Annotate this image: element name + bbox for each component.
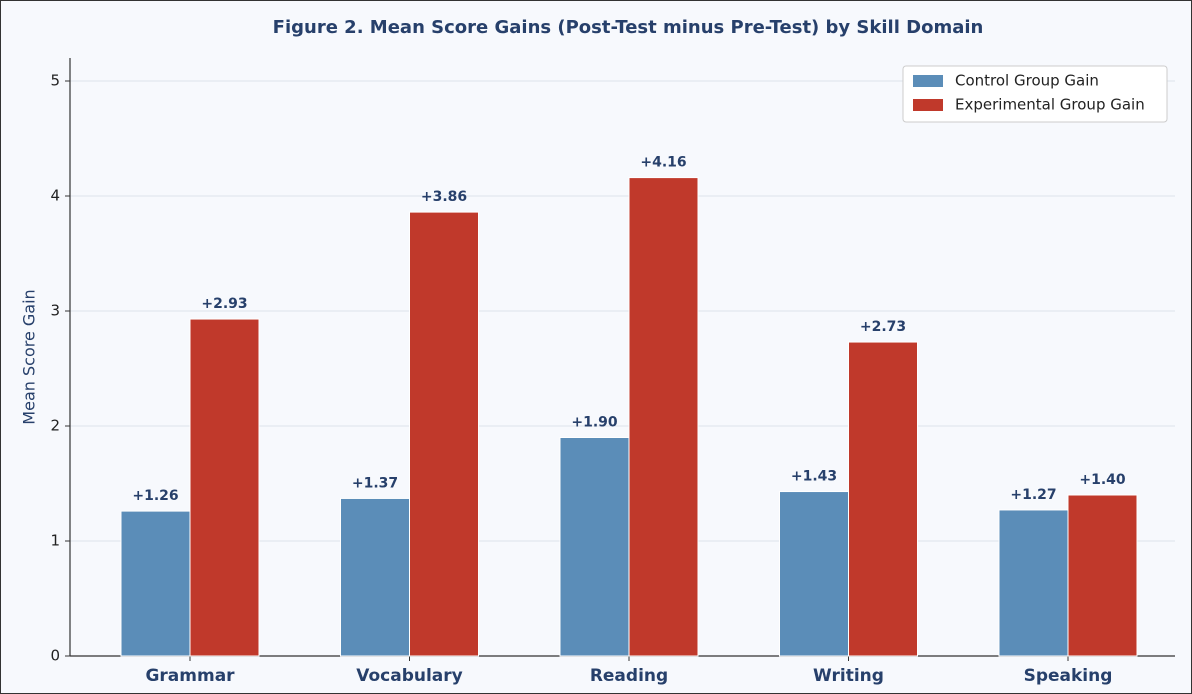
bar bbox=[998, 509, 1069, 657]
y-tick-label: 0 bbox=[50, 647, 60, 665]
x-tick-label: Grammar bbox=[145, 666, 235, 686]
y-tick-label: 2 bbox=[50, 417, 60, 435]
legend-swatch bbox=[913, 75, 943, 87]
value-label: +3.86 bbox=[421, 189, 467, 205]
value-label: +1.37 bbox=[352, 475, 398, 491]
value-label: +1.90 bbox=[571, 415, 618, 431]
bar bbox=[848, 341, 918, 657]
legend-swatch bbox=[913, 99, 943, 111]
bar bbox=[409, 211, 479, 657]
bar bbox=[120, 510, 191, 657]
bar bbox=[1067, 494, 1138, 657]
x-tick-label: Writing bbox=[813, 666, 884, 686]
value-label: +1.43 bbox=[791, 469, 837, 485]
x-tick-label: Speaking bbox=[1024, 666, 1113, 686]
legend-label: Control Group Gain bbox=[955, 72, 1099, 90]
legend-box bbox=[902, 65, 1168, 123]
bar bbox=[189, 318, 260, 657]
x-tick-label: Reading bbox=[590, 666, 668, 686]
value-label: +2.93 bbox=[201, 296, 247, 312]
y-tick-label: 5 bbox=[50, 72, 60, 90]
value-label: +1.40 bbox=[1079, 472, 1126, 488]
bar bbox=[628, 177, 699, 657]
y-tick-label: 3 bbox=[50, 302, 60, 320]
y-axis-label: Mean Score Gain bbox=[20, 289, 39, 424]
legend-label: Experimental Group Gain bbox=[955, 96, 1145, 114]
value-label: +4.16 bbox=[640, 155, 686, 171]
y-tick-label: 4 bbox=[50, 187, 60, 205]
chart-title: Figure 2. Mean Score Gains (Post-Test mi… bbox=[273, 17, 984, 38]
bar bbox=[340, 497, 410, 657]
x-tick-label: Vocabulary bbox=[356, 666, 463, 686]
value-label: +2.73 bbox=[860, 319, 906, 335]
bar bbox=[559, 437, 630, 657]
value-label: +1.26 bbox=[132, 488, 178, 504]
y-tick-label: 1 bbox=[50, 532, 60, 550]
bar bbox=[779, 491, 849, 657]
value-label: +1.27 bbox=[1010, 487, 1056, 503]
